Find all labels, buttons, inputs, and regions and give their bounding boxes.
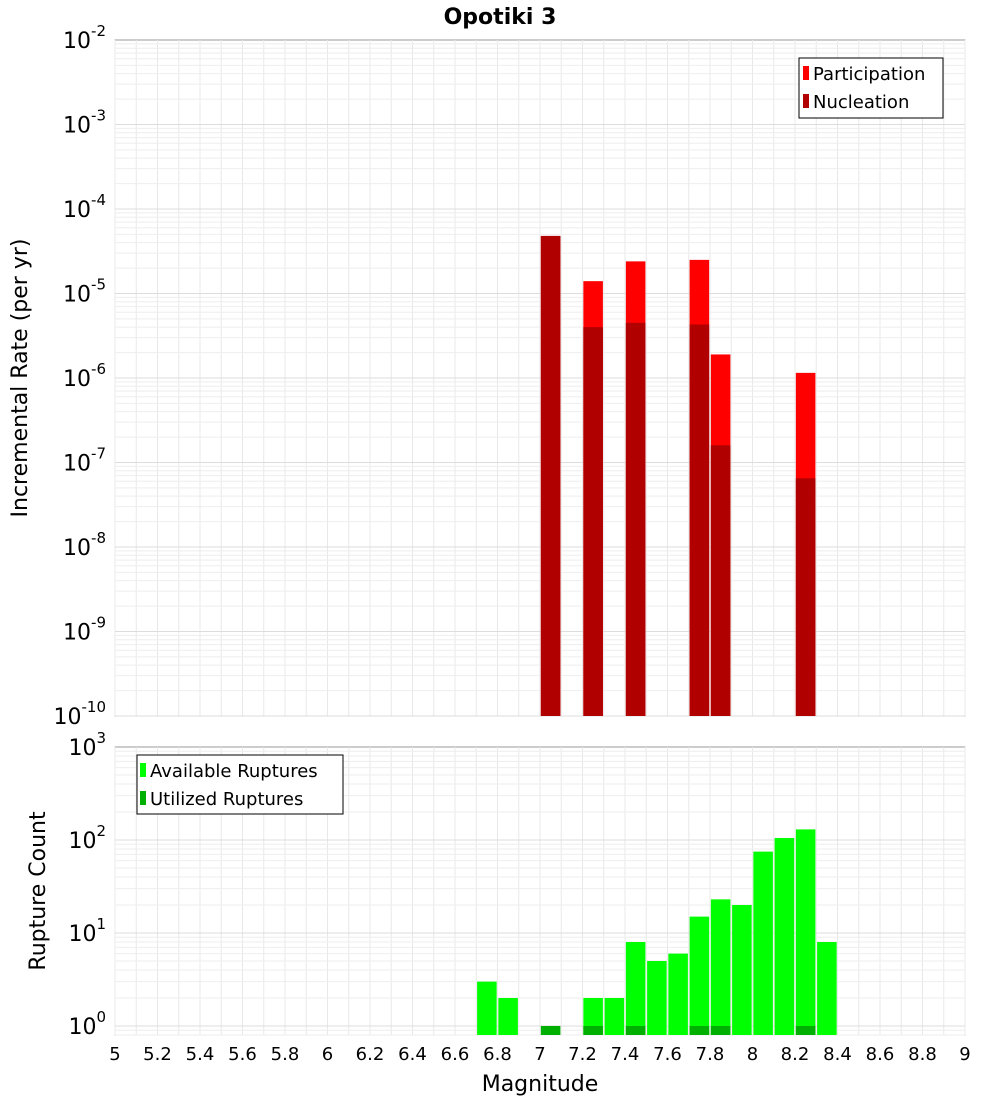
x-axis-title: Magnitude [482,1072,599,1097]
magnitude-tick-label: 6.4 [398,1044,427,1065]
rate-y-tick-label: 10-6 [63,360,106,392]
utilized-ruptures-legend-label: Utilized Ruptures [150,789,303,810]
nucleation-bar [583,327,603,716]
available-ruptures-bar [668,953,688,1035]
magnitude-tick-labels: 5 5.2 5.4 5.6 5.8 6 6.2 6.4 6.6 6.8 7 7.2 7.4 7.6 7.8 8… [109,1044,970,1065]
magnitude-tick-label: 6.6 [441,1044,470,1065]
available-ruptures-bar [689,916,710,1035]
utilized-ruptures-bar [710,1025,731,1035]
available-ruptures-bar [817,942,837,1035]
magnitude-tick-label: 6 [322,1044,333,1065]
available-ruptures-bar [795,829,816,1035]
nucleation-bar [540,235,561,716]
magnitude-tick-label: 8 [747,1044,758,1065]
rate-y-tick-label: 10-10 [54,698,107,730]
nucleation-bar [795,478,816,716]
magnitude-tick-label: 7.6 [653,1044,682,1065]
rupture-count-y-tick-label: 103 [68,729,106,761]
utilized-ruptures-legend-swatch [140,791,146,805]
available-ruptures-legend-swatch [140,763,146,777]
available-ruptures-bar [625,942,646,1035]
magnitude-tick-label: 5.8 [271,1044,300,1065]
rate-gridlines [114,40,966,717]
rupture-count-y-tick-label: 101 [68,915,106,947]
magnitude-tick-label: 7 [534,1044,545,1065]
available-ruptures-bar [647,960,667,1035]
utilized-ruptures-bar [689,1025,710,1035]
rate-y-tick-label: 10-5 [63,276,106,308]
available-ruptures-bar [774,838,795,1035]
available-ruptures-bar [477,981,497,1035]
rupture-legend-box [136,754,344,815]
rate-y-tick-label: 10-9 [63,614,106,646]
rate-y-tick-label: 10-2 [63,22,106,54]
utilized-ruptures-bar [540,1025,561,1035]
available-ruptures-bar [732,904,752,1035]
utilized-ruptures-bar [583,1025,603,1035]
magnitude-tick-label: 5.4 [186,1044,215,1065]
nucleation-legend-swatch [803,94,809,108]
available-ruptures-bar [583,997,603,1035]
participation-legend-label: Participation [813,64,925,85]
utilized-ruptures-bar [795,1025,816,1035]
rate-y-tick-label: 10-7 [63,445,106,477]
available-ruptures-bar [753,851,773,1035]
rupture-count-y-tick-labels: 100 101 102 103 [68,729,106,1040]
rate-y-tick-labels: 10-10 10-9 10-8 10-7 10-6 10-5 10-4 10-3 10-2 [54,22,107,730]
magnitude-tick-label: 8.6 [866,1044,895,1065]
magnitude-tick-label: 6.2 [356,1044,385,1065]
rupture-legend: Available Ruptures Utilized Ruptures [136,754,344,815]
rate-legend-box [798,57,944,119]
rupture-count-y-tick-label: 102 [68,822,106,854]
nucleation-bar [710,445,731,716]
magnitude-tick-label: 8.4 [823,1044,852,1065]
magnitude-tick-label: 8.8 [908,1044,937,1065]
rate-panel: 10-10 10-9 10-8 10-7 10-6 10-5 10-4 10-3 10-2 In… [8,22,966,730]
magnitude-tick-label: 8.2 [781,1044,810,1065]
rupture-count-bars [477,829,837,1035]
magnitude-tick-label: 5 [109,1044,120,1065]
rupture-count-panel: 100 101 102 103 5 5.2 5.4 5.6 5.8 6 6.2 6.4 6.6 6.8 7… [26,729,971,1097]
rate-y-tick-label: 10-4 [63,191,106,223]
magnitude-tick-label: 7.4 [611,1044,640,1065]
participation-legend-swatch [803,66,809,80]
magnitude-tick-label: 7.2 [568,1044,597,1065]
nucleation-legend-label: Nucleation [813,92,909,113]
magnitude-tick-label: 5.6 [228,1044,257,1065]
rate-legend: Participation Nucleation [798,57,944,119]
magnitude-tick-label: 7.8 [696,1044,725,1065]
available-ruptures-bar [710,899,731,1035]
rate-bars [540,235,816,716]
rate-y-axis-title: Incremental Rate (per yr) [8,239,33,518]
rupture-count-y-axis-title: Rupture Count [26,811,51,971]
magnitude-tick-label: 6.8 [483,1044,512,1065]
nucleation-bar [625,322,646,716]
rupture-count-y-tick-label: 100 [68,1008,106,1040]
available-ruptures-bar [498,997,518,1035]
rate-y-tick-label: 10-3 [63,107,106,139]
nucleation-bar [689,324,710,716]
available-ruptures-bar [604,997,625,1035]
rate-y-tick-label: 10-8 [63,529,106,561]
utilized-ruptures-bar [625,1025,646,1035]
magnitude-tick-label: 5.2 [143,1044,172,1065]
available-ruptures-legend-label: Available Ruptures [150,761,318,782]
magnitude-tick-label: 9 [959,1044,970,1065]
chart-title: Opotiki 3 [444,5,557,30]
